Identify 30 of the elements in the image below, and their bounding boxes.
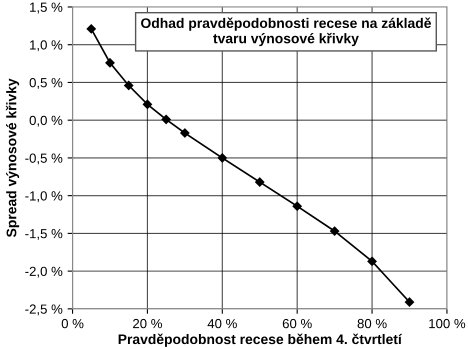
point <box>330 226 340 236</box>
point <box>86 24 96 34</box>
y-tick-label: 1,0 % <box>30 40 62 52</box>
point <box>255 177 264 187</box>
text: Odhad pravděpodobnosti recese na základě tvaru výnosové křivky <box>141 18 431 46</box>
y-tick-label: -0,5 % <box>25 153 62 164</box>
point <box>105 58 115 68</box>
y-tick-label: -1,0 % <box>25 191 62 202</box>
x-tick-label: 0 % <box>62 318 84 328</box>
y-tick-label: -1,5 % <box>25 229 62 240</box>
y-tick-label: -2,0 % <box>25 266 62 278</box>
point <box>367 256 377 266</box>
y-tick-label: -2,5 % <box>25 304 62 316</box>
point <box>142 100 152 109</box>
point <box>292 202 302 211</box>
y-axis-title: Spread výnosové křivky <box>6 78 20 238</box>
x-tick-label: 60 % <box>282 318 312 328</box>
x-tick-label: 20 % <box>133 318 162 328</box>
y-tick-label: 1,5 % <box>30 2 62 14</box>
point <box>162 114 171 124</box>
point <box>218 153 227 163</box>
point <box>404 297 414 307</box>
x-tick-label: 40 % <box>208 318 237 328</box>
y-tick-label: 0,0 % <box>30 116 62 127</box>
y-tick-label: 0,5 % <box>30 78 62 89</box>
point <box>180 128 190 138</box>
point <box>124 80 134 90</box>
x-axis-title: Pravděpodobnost recese během 4. čtvrtletí <box>118 334 402 347</box>
x-tick-label: 80 % <box>358 318 387 328</box>
x-tick-label: 100 % <box>429 318 466 328</box>
